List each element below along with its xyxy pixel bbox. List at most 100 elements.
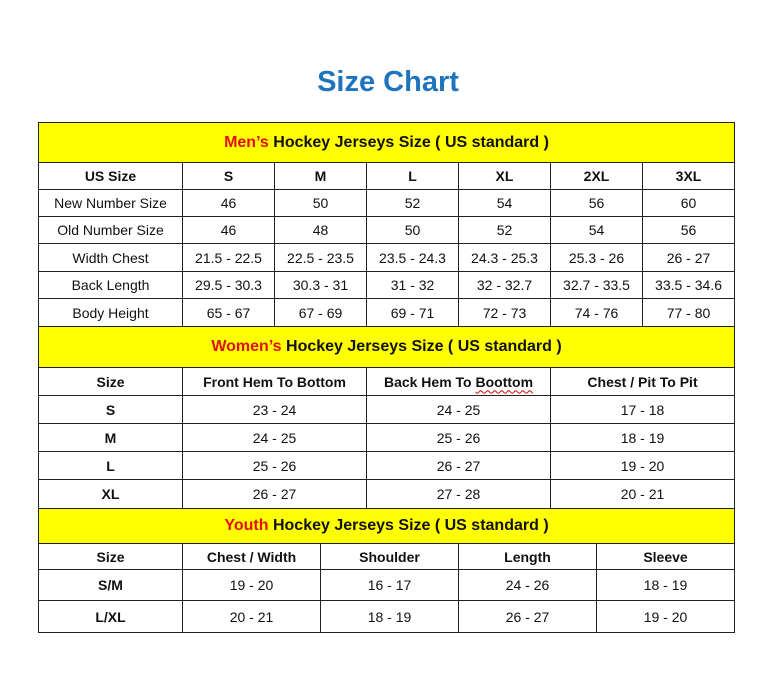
table-row: New Number Size 46 50 52 54 56 60 xyxy=(38,189,736,217)
table-cell: 56 xyxy=(550,189,643,217)
table-row: S/M 19 - 20 16 - 17 24 - 26 18 - 19 xyxy=(38,569,736,601)
column-header-label: Sleeve xyxy=(643,548,688,565)
table-cell: 19 - 20 xyxy=(595,600,736,633)
youth-column-header: Length xyxy=(458,543,597,570)
table-cell: 60 xyxy=(641,189,736,217)
men-column-header: L xyxy=(366,162,459,190)
column-header-label: 2XL xyxy=(583,168,610,184)
table-cell: 19 - 20 xyxy=(182,569,321,601)
men-column-header: XL xyxy=(458,162,551,190)
men-section-header: Men’s Hockey Jerseys Size ( US standard … xyxy=(37,122,736,163)
row-header: S xyxy=(38,395,183,424)
youth-section-header: Youth Hockey Jerseys Size ( US standard … xyxy=(37,508,736,544)
table-cell: 26 - 27 xyxy=(641,243,736,272)
table-cell: 22.5 - 23.5 xyxy=(274,243,367,272)
men-column-header: 2XL xyxy=(550,162,643,190)
column-header-label: S xyxy=(223,168,234,184)
table-cell: 52 xyxy=(458,216,551,244)
youth-size-table: Youth Hockey Jerseys Size ( US standard … xyxy=(37,508,736,633)
row-header: New Number Size xyxy=(38,189,183,217)
table-cell: 25.3 - 26 xyxy=(550,243,643,272)
row-header: Old Number Size xyxy=(38,216,183,244)
row-header: L xyxy=(38,451,183,480)
row-header: XL xyxy=(38,479,183,509)
table-cell: 46 xyxy=(182,189,275,217)
table-row: XL 26 - 27 27 - 28 20 - 21 xyxy=(38,479,736,509)
column-header-label: Size xyxy=(96,373,125,390)
table-cell: 54 xyxy=(458,189,551,217)
women-column-header: Back Hem To Boottom xyxy=(366,367,551,396)
women-column-headers: Size Front Hem To Bottom Back Hem To Boott… xyxy=(38,367,736,396)
table-row: Back Length 29.5 - 30.3 30.3 - 31 31 - 32 32… xyxy=(38,271,736,299)
table-row: M 24 - 25 25 - 26 18 - 19 xyxy=(38,423,736,452)
column-header-label: Chest / Pit To Pit xyxy=(587,373,698,390)
row-header: L/XL xyxy=(38,600,183,633)
women-title: Hockey Jerseys Size ( US standard ) xyxy=(281,338,562,355)
table-cell: 33.5 - 34.6 xyxy=(641,271,736,299)
table-row: Old Number Size 46 48 50 52 54 56 xyxy=(38,216,736,244)
row-header: S/M xyxy=(38,569,183,601)
table-cell: 26 - 27 xyxy=(182,479,367,509)
table-cell: 30.3 - 31 xyxy=(274,271,367,299)
table-cell: 72 - 73 xyxy=(458,298,551,327)
men-lead: Men’s xyxy=(224,133,269,151)
table-cell: 74 - 76 xyxy=(550,298,643,327)
table-cell: 32 - 32.7 xyxy=(458,271,551,299)
table-cell: 17 - 18 xyxy=(549,395,736,424)
table-cell: 18 - 19 xyxy=(549,423,736,452)
column-header-label: US Size xyxy=(84,168,137,184)
misspelled-word: Boottom xyxy=(475,373,534,390)
table-cell: 25 - 26 xyxy=(366,423,551,452)
column-header-label: Back Hem To xyxy=(383,373,476,390)
table-cell: 56 xyxy=(641,216,736,244)
column-header-label: M xyxy=(314,168,327,184)
column-header-label: Front Hem To Bottom xyxy=(203,373,346,390)
youth-column-header: Shoulder xyxy=(320,543,459,570)
table-cell: 24 - 26 xyxy=(458,569,597,601)
table-cell: 52 xyxy=(366,189,459,217)
column-header-label: Chest / Width xyxy=(206,548,297,565)
table-cell: 24 - 25 xyxy=(366,395,551,424)
column-header-label: XL xyxy=(495,168,514,184)
table-row: Body Height 65 - 67 67 - 69 69 - 71 72 - 73 7… xyxy=(38,298,736,327)
table-cell: 27 - 28 xyxy=(366,479,551,509)
row-header: Body Height xyxy=(38,298,183,327)
youth-column-header: Sleeve xyxy=(595,543,736,570)
women-column-header: Front Hem To Bottom xyxy=(182,367,367,396)
column-header-label: 3XL xyxy=(675,168,702,184)
table-row: S 23 - 24 24 - 25 17 - 18 xyxy=(38,395,736,424)
table-cell: 54 xyxy=(550,216,643,244)
men-size-table: Men’s Hockey Jerseys Size ( US standard … xyxy=(37,122,736,327)
table-cell: 32.7 - 33.5 xyxy=(550,271,643,299)
women-lead: Women’s xyxy=(211,338,282,355)
table-row: L/XL 20 - 21 18 - 19 26 - 27 19 - 20 xyxy=(38,600,736,633)
women-column-header: Chest / Pit To Pit xyxy=(549,367,736,396)
table-cell: 25 - 26 xyxy=(182,451,367,480)
table-cell: 20 - 21 xyxy=(182,600,321,633)
table-cell: 50 xyxy=(366,216,459,244)
table-cell: 46 xyxy=(182,216,275,244)
table-cell: 67 - 69 xyxy=(274,298,367,327)
men-column-header: US Size xyxy=(38,162,183,190)
table-cell: 19 - 20 xyxy=(549,451,736,480)
men-column-header: 3XL xyxy=(641,162,736,190)
men-column-headers: US Size S M L XL 2XL 3XL xyxy=(38,162,736,190)
row-header: M xyxy=(38,423,183,452)
table-cell: 65 - 67 xyxy=(182,298,275,327)
table-cell: 50 xyxy=(274,189,367,217)
men-column-header: M xyxy=(274,162,367,190)
women-size-table: Women’s Hockey Jerseys Size ( US standar… xyxy=(37,326,736,509)
table-cell: 16 - 17 xyxy=(320,569,459,601)
table-row: L 25 - 26 26 - 27 19 - 20 xyxy=(38,451,736,480)
table-cell: 26 - 27 xyxy=(458,600,597,633)
row-header: Back Length xyxy=(38,271,183,299)
youth-column-headers: Size Chest / Width Shoulder Length Sleeve xyxy=(38,543,736,570)
youth-column-header: Chest / Width xyxy=(182,543,321,570)
table-cell: 69 - 71 xyxy=(366,298,459,327)
table-cell: 24.3 - 25.3 xyxy=(458,243,551,272)
table-cell: 18 - 19 xyxy=(320,600,459,633)
column-header-label: Size xyxy=(96,548,125,565)
table-cell: 23.5 - 24.3 xyxy=(366,243,459,272)
youth-column-header: Size xyxy=(38,543,183,570)
column-header-label: Length xyxy=(504,548,551,565)
